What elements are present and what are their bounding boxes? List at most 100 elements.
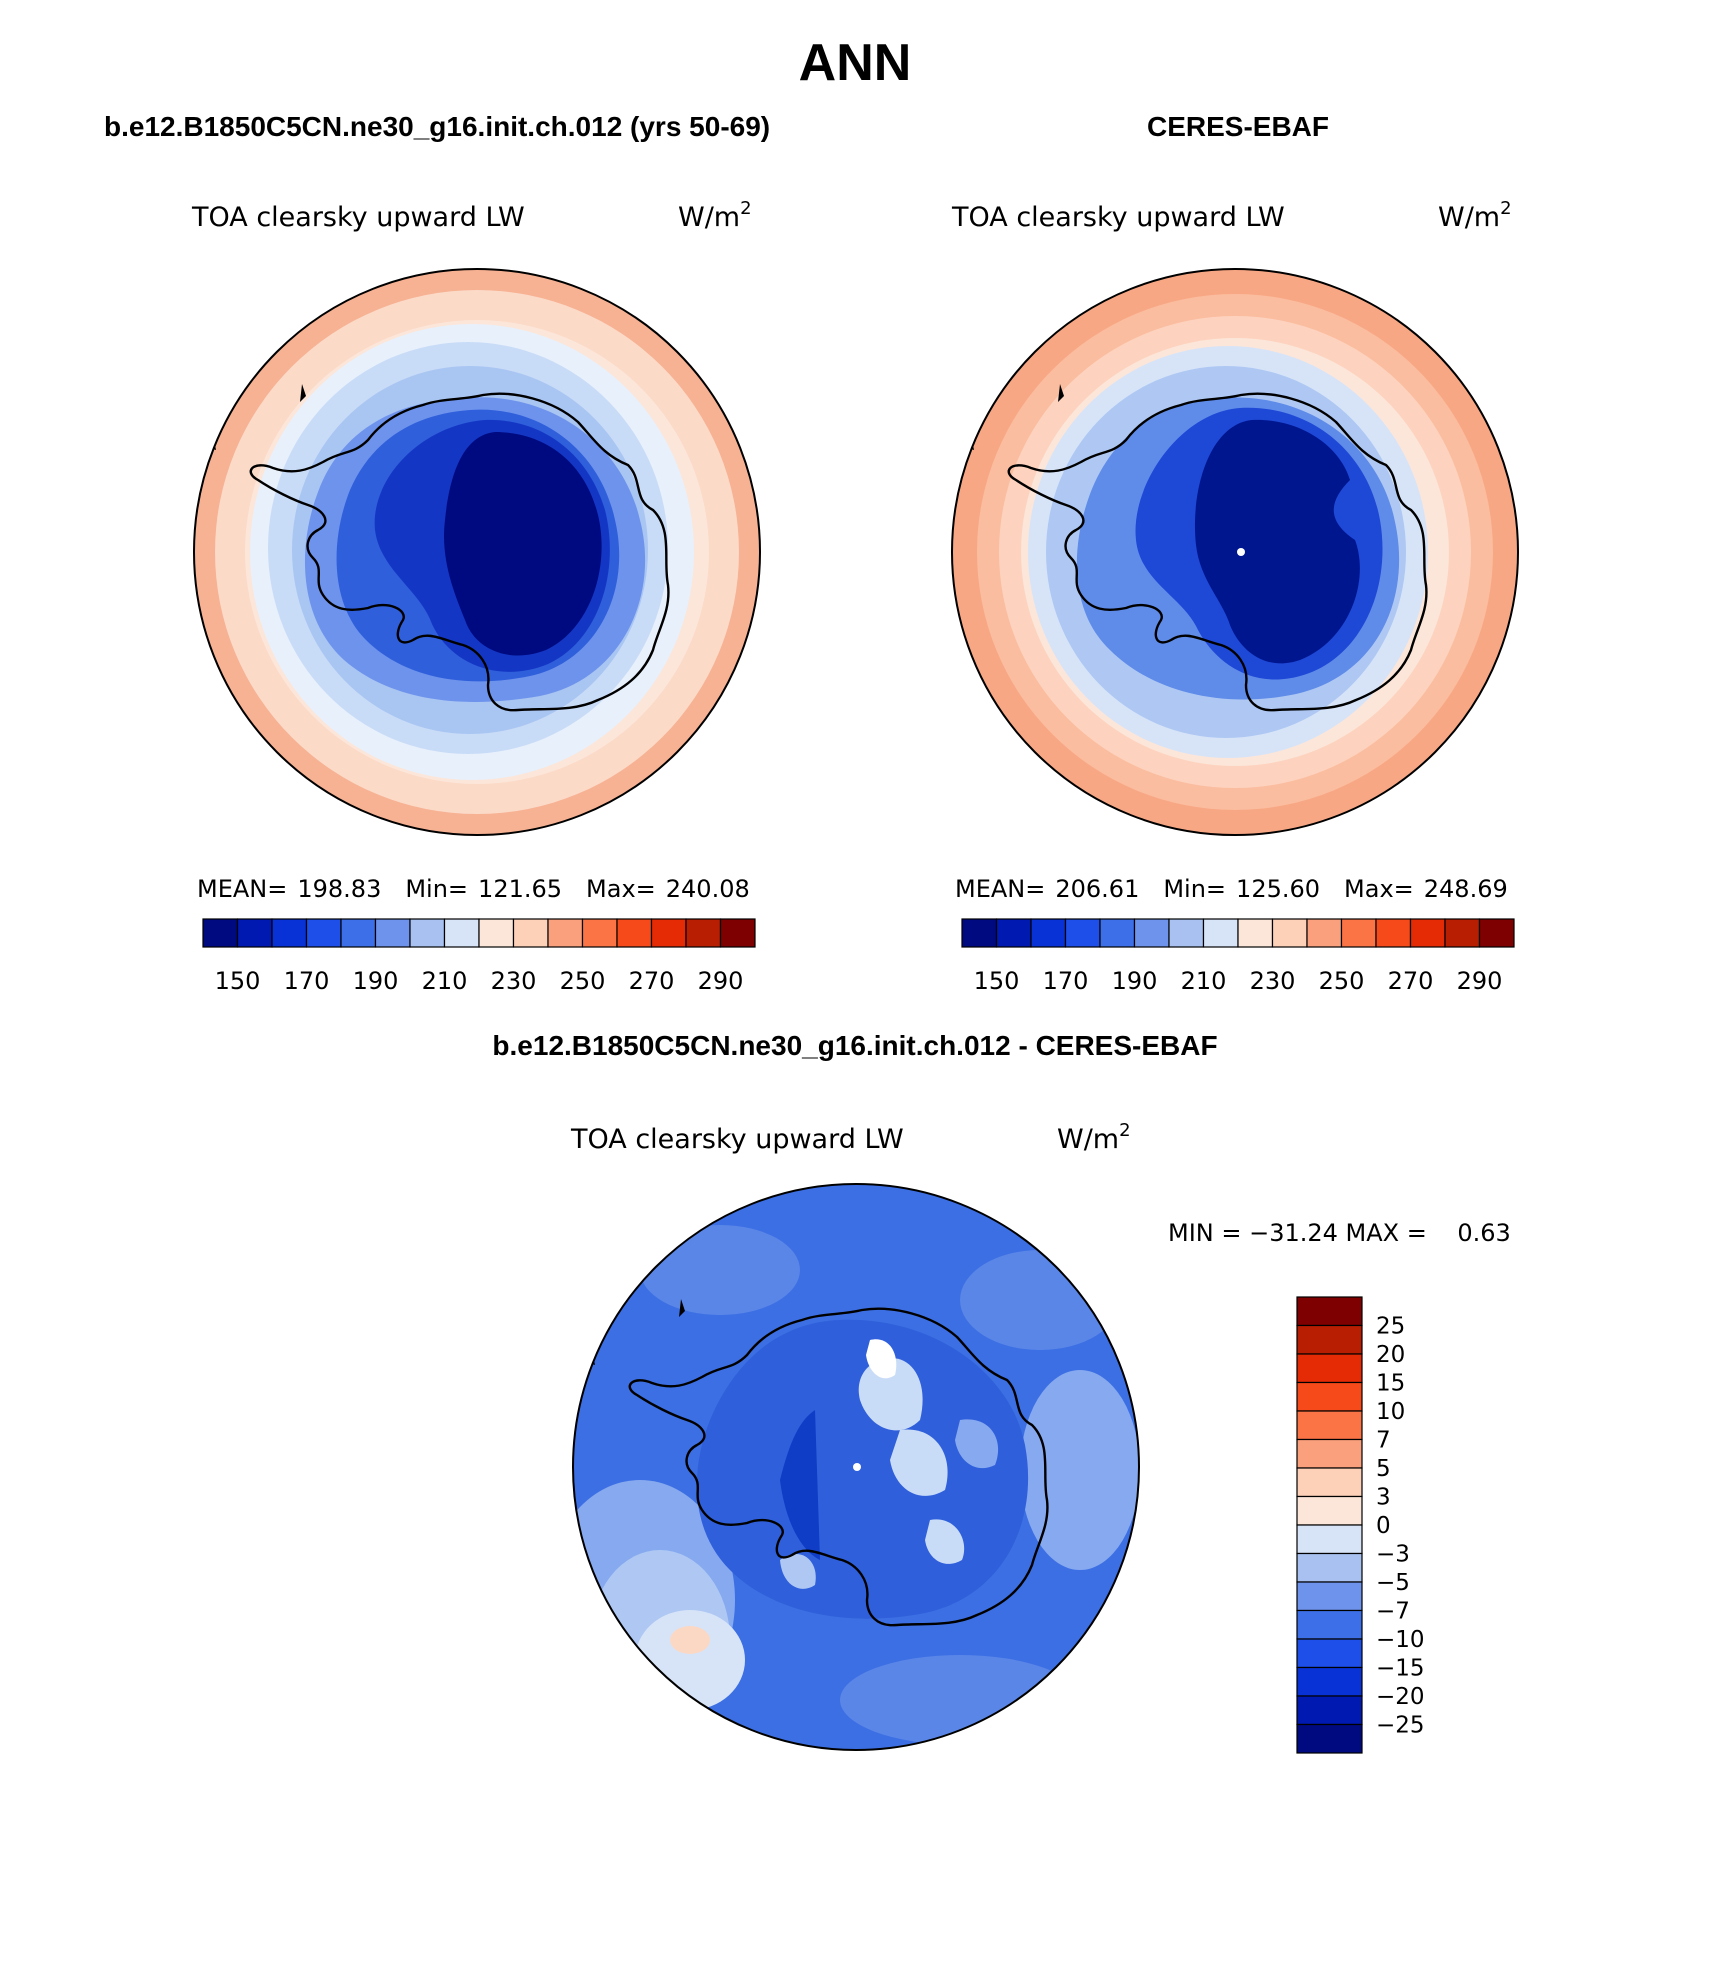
colorbar-model-tick-label: 150 <box>215 967 261 995</box>
colorbar-diff-tick-label: −25 <box>1376 1713 1425 1739</box>
colorbar-diff-tick-label: 3 <box>1376 1485 1391 1511</box>
colorbar-model-tick-label: 210 <box>422 967 468 995</box>
colorbar-model: 150 170 190 210 230 250 270 290 <box>202 918 756 995</box>
colorbar-diff-swatch <box>1296 1609 1363 1640</box>
colorbar-diff-swatch <box>1296 1666 1363 1697</box>
colorbar-diff-tick-label: −10 <box>1376 1627 1425 1653</box>
colorbar-obs-tick-label: 270 <box>1388 967 1434 995</box>
panel-diff-variable: TOA clearsky upward LW <box>570 1124 904 1155</box>
colorbar-obs-swatch <box>1064 918 1101 948</box>
colorbar-model-swatch <box>305 918 342 948</box>
colorbar-model-tick-label: 270 <box>629 967 675 995</box>
pole-marker <box>853 1463 861 1471</box>
panel-model-variable: TOA clearsky upward LW <box>191 202 525 233</box>
colorbar-obs-swatch <box>1444 918 1481 948</box>
colorbar-model-tick-label: 250 <box>560 967 606 995</box>
colorbar-diff-swatch <box>1296 1723 1363 1754</box>
colorbar-model-swatch <box>650 918 687 948</box>
colorbar-obs-tick-label: 210 <box>1181 967 1227 995</box>
map-diff <box>573 1184 1139 1750</box>
colorbar-model-swatch <box>271 918 308 948</box>
colorbar-model-swatch <box>443 918 480 948</box>
panel-model-header: b.e12.B1850C5CN.ne30_g16.init.ch.012 (yr… <box>104 111 770 142</box>
colorbar-model-swatch <box>236 918 273 948</box>
colorbar-obs-tick-label: 170 <box>1043 967 1089 995</box>
colorbar-diff-tick-label: 7 <box>1376 1428 1391 1454</box>
panel-obs: CERES-EBAF TOA clearsky upward LW W/m2 M… <box>951 111 1519 995</box>
panel-obs-units: W/m2 <box>1438 198 1512 233</box>
colorbar-model-tick-label: 230 <box>491 967 537 995</box>
colorbar-model-tick-label: 170 <box>284 967 330 995</box>
colorbar-obs-swatch <box>995 918 1032 948</box>
colorbar-model-tick-label: 290 <box>698 967 744 995</box>
colorbar-obs-swatch <box>1099 918 1136 948</box>
colorbar-diff-swatch <box>1296 1296 1363 1327</box>
colorbar-diff-swatch <box>1296 1495 1363 1526</box>
pole-marker <box>1237 548 1245 556</box>
colorbar-obs-swatch <box>1306 918 1343 948</box>
colorbar-diff-tick-label: −5 <box>1376 1570 1410 1596</box>
colorbar-diff-tick-label: −7 <box>1376 1599 1410 1625</box>
colorbar-diff-swatch <box>1296 1552 1363 1583</box>
colorbar-obs-swatch <box>1478 918 1515 948</box>
colorbar-diff-tick-label: −3 <box>1376 1542 1410 1568</box>
colorbar-obs-swatch <box>1030 918 1067 948</box>
colorbar-model-swatch <box>685 918 722 948</box>
map-model <box>194 269 760 835</box>
colorbar-diff-tick-label: 10 <box>1376 1399 1405 1425</box>
colorbar-model-swatch <box>478 918 515 948</box>
colorbar-model-swatch <box>340 918 377 948</box>
panel-model-stats: MEAN= 198.83 Min= 121.65 Max= 240.08 <box>197 875 750 903</box>
colorbar-obs-swatch <box>1340 918 1377 948</box>
colorbar-diff-tick-label: 5 <box>1376 1456 1391 1482</box>
colorbar-obs-tick-label: 250 <box>1319 967 1365 995</box>
map-obs <box>952 269 1518 835</box>
colorbar-diff-tick-label: 25 <box>1376 1314 1405 1340</box>
colorbar-diff-tick-label: 20 <box>1376 1342 1405 1368</box>
colorbar-obs-swatch <box>1168 918 1205 948</box>
colorbar-model-swatch <box>512 918 549 948</box>
colorbar-diff-swatch <box>1296 1467 1363 1498</box>
panel-diff: b.e12.B1850C5CN.ne30_g16.init.ch.012 - C… <box>492 1030 1511 1754</box>
panel-diff-units: W/m2 <box>1057 1120 1131 1155</box>
map-obs-boundary <box>951 268 1519 836</box>
colorbar-model-tick-label: 190 <box>353 967 399 995</box>
panel-obs-header: CERES-EBAF <box>1147 111 1329 142</box>
colorbar-diff-tick-label: −20 <box>1376 1684 1425 1710</box>
colorbar-model-swatch <box>202 918 239 948</box>
colorbar-diff-swatch <box>1296 1638 1363 1669</box>
panel-model: b.e12.B1850C5CN.ne30_g16.init.ch.012 (yr… <box>104 111 770 995</box>
colorbar-diff-swatch <box>1296 1353 1363 1384</box>
figure-title: ANN <box>799 34 912 92</box>
map-diff-boundary <box>572 1183 1140 1751</box>
colorbar-obs-tick-label: 150 <box>974 967 1020 995</box>
colorbar-diff-swatch <box>1296 1324 1363 1355</box>
panel-obs-variable: TOA clearsky upward LW <box>951 202 1285 233</box>
colorbar-obs-tick-label: 230 <box>1250 967 1296 995</box>
colorbar-model-swatch <box>581 918 618 948</box>
colorbar-diff-swatch <box>1296 1410 1363 1441</box>
colorbar-obs-tick-label: 290 <box>1457 967 1503 995</box>
colorbar-diff-tick-label: −15 <box>1376 1656 1425 1682</box>
colorbar-diff-swatch <box>1296 1438 1363 1469</box>
colorbar-obs-tick-label: 190 <box>1112 967 1158 995</box>
colorbar-obs: 150 170 190 210 230 250 270 290 <box>961 918 1515 995</box>
colorbar-model-swatch <box>409 918 446 948</box>
colorbar-diff-tick-label: 15 <box>1376 1371 1405 1397</box>
colorbar-diff-swatch <box>1296 1524 1363 1555</box>
colorbar-diff-swatch <box>1296 1581 1363 1612</box>
colorbar-diff-swatch <box>1296 1695 1363 1726</box>
colorbar-obs-swatch <box>1133 918 1170 948</box>
panel-diff-header: b.e12.B1850C5CN.ne30_g16.init.ch.012 - C… <box>492 1030 1217 1061</box>
panel-diff-stats: MIN = −31.24 MAX = 0.63 <box>1168 1219 1511 1247</box>
colorbar-model-swatch <box>616 918 653 948</box>
colorbar-obs-swatch <box>1375 918 1412 948</box>
colorbar-obs-swatch <box>1202 918 1239 948</box>
panel-obs-stats: MEAN= 206.61 Min= 125.60 Max= 248.69 <box>955 875 1508 903</box>
colorbar-model-swatch <box>374 918 411 948</box>
colorbar-diff-tick-label: 0 <box>1376 1513 1391 1539</box>
colorbar-obs-swatch <box>1237 918 1274 948</box>
colorbar-model-swatch <box>719 918 756 948</box>
